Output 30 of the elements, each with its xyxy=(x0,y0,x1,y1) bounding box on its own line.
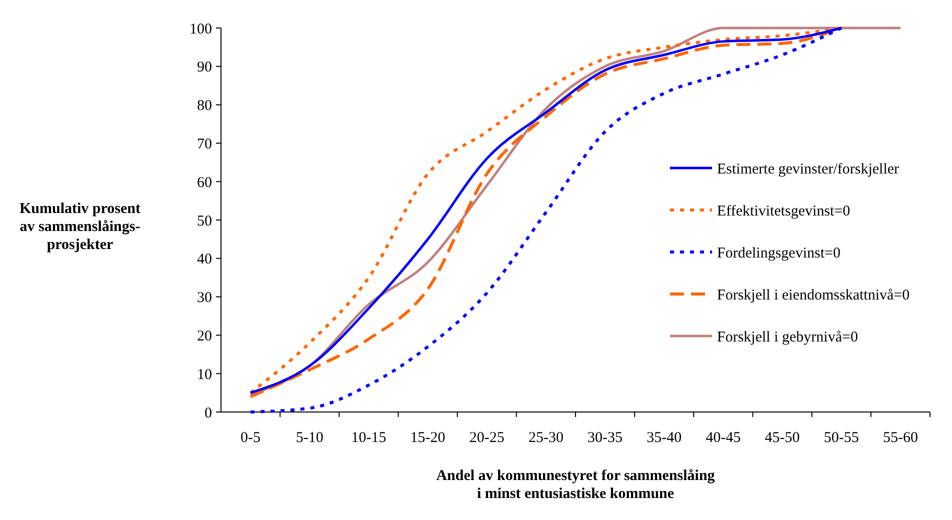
x-tick-label: 25-30 xyxy=(528,430,564,446)
legend-label: Fordelingsgevinst=0 xyxy=(717,245,840,262)
legend-label: Forskjell i eiendomsskattnivå=0 xyxy=(717,287,910,304)
y-tick-label: 50 xyxy=(197,213,212,230)
x-tick-label: 55-60 xyxy=(882,430,918,446)
y-tick-label: 70 xyxy=(197,136,212,152)
y-tick-label: 20 xyxy=(197,328,212,344)
y-tick-label: 80 xyxy=(197,98,212,114)
x-tick-label: 5-10 xyxy=(296,430,324,446)
x-tick-label: 20-25 xyxy=(469,430,504,446)
y-tick-label: 40 xyxy=(197,252,212,268)
y-tick-label: 10 xyxy=(197,366,212,383)
x-tick-label: 45-50 xyxy=(764,430,800,446)
x-tick-label: 50-55 xyxy=(824,430,859,446)
x-axis-title: Andel av kommunestyret for sammenslåing i minst entusiastiske kommune xyxy=(436,468,716,502)
x-tick-label: 10-15 xyxy=(351,430,386,446)
y-axis-title: Kumulativ prosent av sammenslåings- prosjekter xyxy=(20,201,140,253)
y-tick-label: 30 xyxy=(197,290,212,306)
y-tick-label: 0 xyxy=(204,405,212,422)
x-tick-label: 35-40 xyxy=(646,430,682,446)
x-tick-label: 30-35 xyxy=(588,430,623,446)
x-tick-label: 15-20 xyxy=(410,430,446,446)
y-tick-label: 90 xyxy=(197,60,212,76)
y-tick-label: 100 xyxy=(190,21,212,38)
x-tick-label: 40-45 xyxy=(706,430,741,446)
legend-label: Estimerte gevinster/forskjeller xyxy=(717,161,900,178)
legend-label: Effektivitetsgevinst=0 xyxy=(717,203,850,220)
legend-label: Forskjell i gebyrnivå=0 xyxy=(717,329,858,346)
x-tick-label: 0-5 xyxy=(240,430,261,446)
y-tick-label: 60 xyxy=(197,174,212,191)
